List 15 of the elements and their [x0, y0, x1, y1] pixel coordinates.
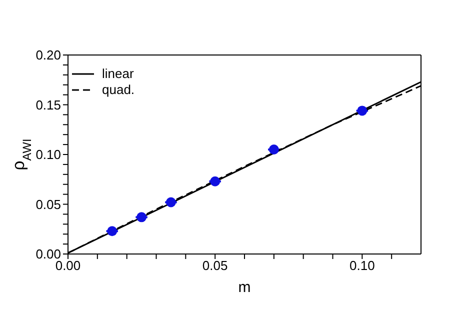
point	[166, 197, 176, 208]
y-tick-label: 0.15	[36, 97, 61, 112]
x-tick-label: 0.10	[350, 258, 375, 274]
point	[210, 176, 220, 186]
x-axis-title: m	[238, 279, 251, 296]
point	[107, 226, 118, 236]
legend-label: quad.	[102, 82, 135, 98]
point	[136, 212, 147, 222]
x-tick-label: 0.05	[202, 258, 228, 274]
point	[268, 144, 279, 155]
point	[357, 106, 368, 116]
y-tick-label: 0.20	[36, 48, 61, 63]
legend-label: linear	[102, 66, 134, 82]
y-tick-label: 0.10	[36, 147, 61, 162]
y-tick-label: 0.05	[36, 196, 61, 212]
